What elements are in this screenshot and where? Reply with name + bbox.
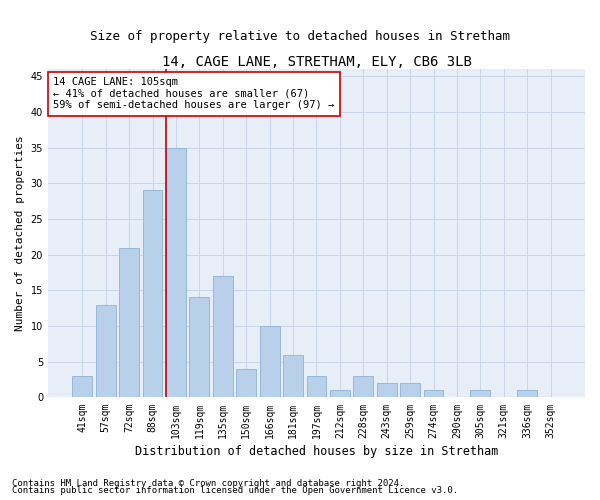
Bar <box>377 383 397 398</box>
Text: Contains public sector information licensed under the Open Government Licence v3: Contains public sector information licen… <box>12 486 458 495</box>
Bar <box>283 354 303 398</box>
Bar <box>213 276 233 398</box>
Bar <box>517 390 537 398</box>
Bar <box>353 376 373 398</box>
Bar <box>166 148 186 398</box>
Bar <box>143 190 163 398</box>
Text: 14 CAGE LANE: 105sqm
← 41% of detached houses are smaller (67)
59% of semi-detac: 14 CAGE LANE: 105sqm ← 41% of detached h… <box>53 77 335 110</box>
Bar <box>400 383 420 398</box>
Text: Size of property relative to detached houses in Stretham: Size of property relative to detached ho… <box>90 30 510 43</box>
Text: Contains HM Land Registry data © Crown copyright and database right 2024.: Contains HM Land Registry data © Crown c… <box>12 478 404 488</box>
Bar <box>470 390 490 398</box>
Title: 14, CAGE LANE, STRETHAM, ELY, CB6 3LB: 14, CAGE LANE, STRETHAM, ELY, CB6 3LB <box>161 55 472 69</box>
Bar <box>330 390 350 398</box>
Bar <box>96 304 116 398</box>
Bar <box>260 326 280 398</box>
Bar <box>307 376 326 398</box>
Bar <box>190 298 209 398</box>
Bar <box>119 248 139 398</box>
Bar <box>236 369 256 398</box>
Y-axis label: Number of detached properties: Number of detached properties <box>15 136 25 331</box>
Bar <box>424 390 443 398</box>
X-axis label: Distribution of detached houses by size in Stretham: Distribution of detached houses by size … <box>135 444 498 458</box>
Bar <box>73 376 92 398</box>
